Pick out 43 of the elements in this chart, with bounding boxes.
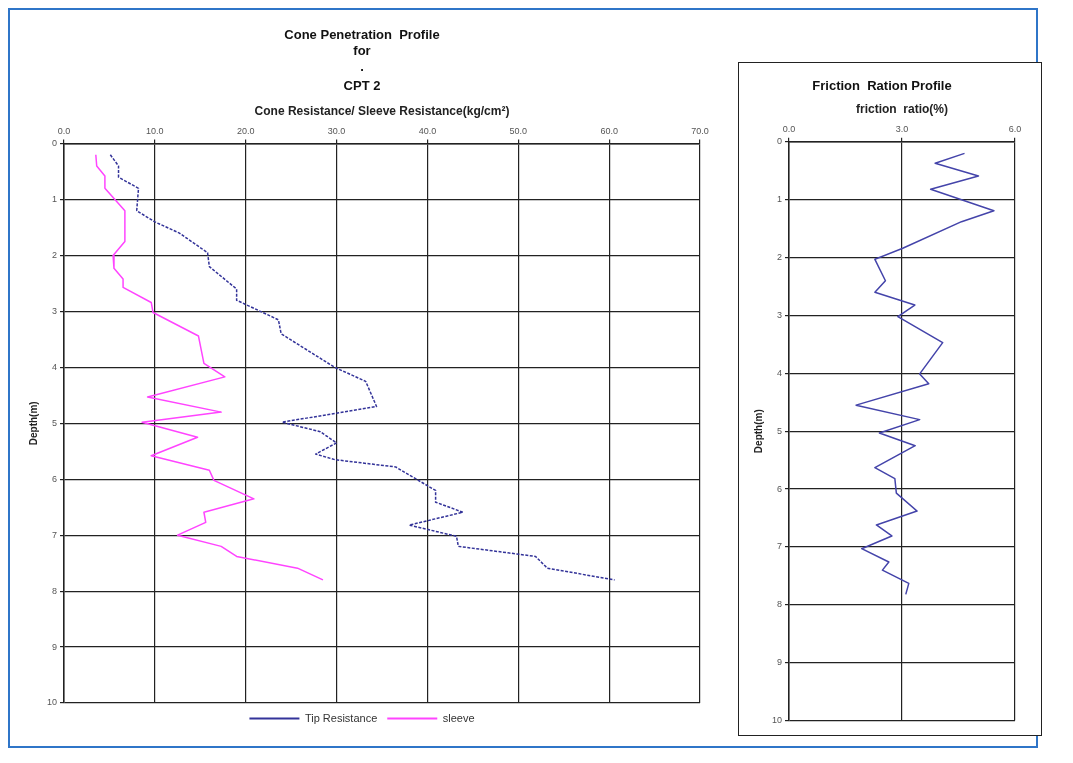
line-series — [109, 154, 616, 581]
y-tick-label: 1 — [52, 194, 58, 205]
y-tick-label: 0 — [52, 138, 58, 149]
y-tick-label: 1 — [777, 194, 783, 205]
x-axis-title: Cone Resistance/ Sleeve Resistance(kg/cm²) — [254, 103, 510, 118]
x-tick-label: 50.0 — [509, 125, 528, 136]
y-tick-label: 5 — [777, 425, 783, 436]
x-tick-label: 6.0 — [1008, 123, 1022, 134]
x-tick-label: 0.0 — [782, 123, 796, 134]
y-tick-label: 7 — [777, 541, 783, 552]
y-tick-label: 4 — [52, 361, 58, 372]
y-tick-label: 3 — [52, 305, 58, 316]
y-tick-label: 6 — [777, 483, 783, 494]
y-tick-label: 3 — [777, 309, 783, 320]
chart-title: Friction Ration Profile — [812, 78, 952, 94]
y-tick-label: 9 — [52, 641, 58, 652]
y-tick-label: 4 — [777, 367, 783, 378]
y-axis-title: Depth(m) — [27, 401, 39, 446]
y-tick-label: 0 — [777, 136, 783, 147]
x-tick-label: 10.0 — [146, 125, 164, 136]
x-tick-label: 20.0 — [236, 125, 255, 136]
legend-label: Tip Resistance — [304, 711, 378, 724]
x-axis-title: friction ratio(%) — [856, 102, 949, 117]
y-axis-title: Depth(m) — [752, 409, 764, 454]
y-tick-label: 2 — [52, 249, 58, 260]
y-tick-label: 5 — [52, 417, 58, 428]
y-tick-label: 8 — [777, 599, 783, 610]
y-tick-label: 10 — [47, 697, 58, 708]
x-tick-label: 3.0 — [895, 123, 909, 134]
x-tick-label: 40.0 — [418, 125, 437, 136]
x-tick-label: 0.0 — [57, 125, 71, 136]
y-tick-label: 9 — [777, 657, 783, 668]
x-tick-label: 60.0 — [600, 125, 618, 136]
chart-title: Cone Penetration Profile for . — [284, 27, 440, 74]
chart-subtitle: CPT 2 — [343, 78, 381, 94]
x-tick-label: 30.0 — [327, 125, 346, 136]
legend-label: sleeve — [442, 711, 475, 724]
y-tick-label: 8 — [52, 585, 58, 596]
x-tick-label: 70.0 — [691, 125, 709, 136]
y-tick-label: 6 — [52, 473, 58, 484]
y-tick-label: 7 — [52, 529, 58, 540]
y-tick-label: 2 — [777, 252, 783, 263]
y-tick-label: 10 — [772, 715, 783, 726]
